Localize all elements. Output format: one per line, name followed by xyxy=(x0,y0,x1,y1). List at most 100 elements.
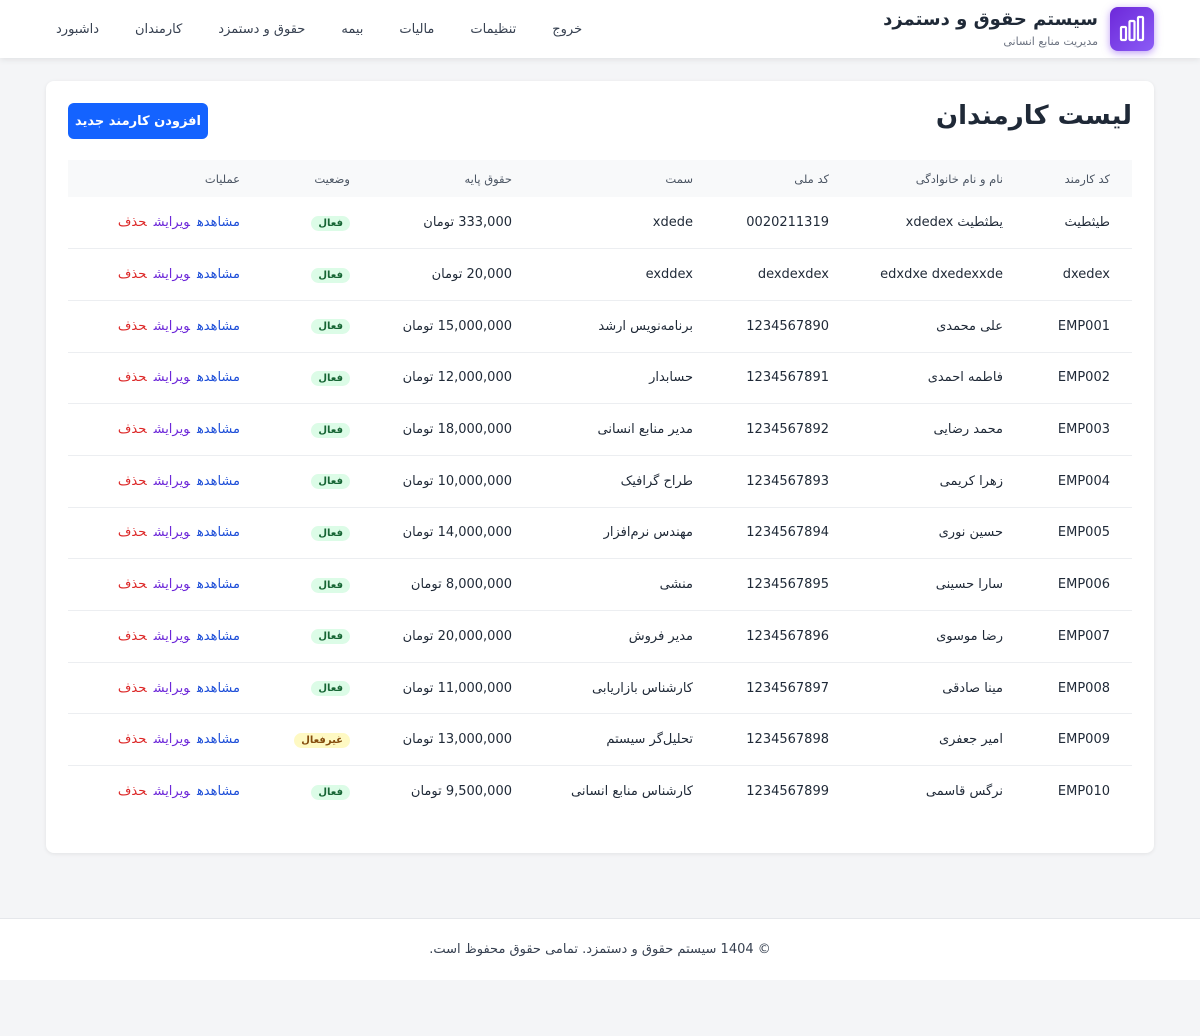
table-row: EMP003 محمد رضایی 1234567892 مدیر منابع انس… xyxy=(68,403,1132,456)
cell: exddex xyxy=(534,248,715,301)
nav-link[interactable]: خروج xyxy=(552,21,583,37)
action-link[interactable]: مشاهده xyxy=(196,577,240,593)
nav-link[interactable]: بیمه xyxy=(341,21,364,37)
action-link[interactable]: ویرایش xyxy=(153,267,190,283)
cell: EMP001 xyxy=(1025,300,1132,353)
actions-cell: مشاهده ویرایش حذف xyxy=(68,713,262,767)
action-link[interactable]: حذف xyxy=(117,628,147,644)
status-badge: فعال xyxy=(311,267,350,283)
action-link[interactable]: مشاهده xyxy=(196,525,240,541)
action-link[interactable]: مشاهده xyxy=(196,784,240,800)
table-row: dxedex edxdxe dxedexxde dexdexdex exddex 20,… xyxy=(68,248,1132,301)
action-link[interactable]: مشاهده xyxy=(196,732,240,748)
action-link[interactable]: حذف xyxy=(117,267,147,283)
cell: 13,000,000 تومان xyxy=(372,713,534,767)
action-link[interactable]: حذف xyxy=(117,577,147,593)
action-link[interactable]: حذف xyxy=(117,370,147,386)
cell: 1234567894 xyxy=(715,507,851,560)
status-cell: فعال xyxy=(262,403,372,456)
cell: 20,000,000 تومان xyxy=(372,610,534,663)
action-link[interactable]: مشاهده xyxy=(196,267,240,283)
status-badge: فعال xyxy=(311,319,350,335)
action-link[interactable]: حذف xyxy=(117,784,147,800)
cell: 20,000 تومان xyxy=(372,248,534,301)
action-link[interactable]: ویرایش xyxy=(153,473,190,489)
cell: xdede xyxy=(534,197,715,250)
app-title: سیستم حقوق و دستمزد xyxy=(883,9,1098,30)
action-link[interactable]: مشاهده xyxy=(196,473,240,489)
cell: طراح گرافیک xyxy=(534,455,715,508)
action-link[interactable]: حذف xyxy=(117,215,147,231)
action-link[interactable]: حذف xyxy=(117,318,147,334)
column-header: کد کارمند xyxy=(1025,160,1132,197)
cell: dxedex xyxy=(1025,248,1132,301)
action-link[interactable]: ویرایش xyxy=(153,370,190,386)
cell: 1234567896 xyxy=(715,610,851,663)
actions-cell: مشاهده ویرایش حذف xyxy=(68,455,262,508)
logo-icon xyxy=(1119,15,1145,42)
action-link[interactable]: حذف xyxy=(117,525,147,541)
nav-link[interactable]: مالیات xyxy=(399,21,435,37)
table-row: EMP004 زهرا کریمی 1234567893 طراح گرافیک 10,… xyxy=(68,455,1132,508)
actions-cell: مشاهده ویرایش حذف xyxy=(68,766,262,818)
nav-link[interactable]: تنظیمات xyxy=(470,21,517,37)
status-badge: فعال xyxy=(311,370,350,386)
table-row: EMP007 رضا موسوی 1234567896 مدیر فروش 20,000… xyxy=(68,610,1132,663)
cell: 1234567899 xyxy=(746,784,829,800)
nav-link[interactable]: کارمندان xyxy=(135,21,183,37)
action-link[interactable]: مشاهده xyxy=(196,680,240,696)
cell: 14,000,000 تومان xyxy=(372,507,534,560)
cell: 10,000,000 تومان xyxy=(372,455,534,508)
cell: EMP005 xyxy=(1025,507,1132,560)
cell: مدیر منابع انسانی xyxy=(534,403,715,456)
cell: 333,000 تومان xyxy=(372,197,534,250)
cell: امیر جعفری xyxy=(851,713,1025,767)
action-link[interactable]: مشاهده xyxy=(196,318,240,334)
status-cell: فعال xyxy=(262,197,372,250)
cell: 1234567890 xyxy=(715,300,851,353)
status-cell: فعال xyxy=(262,507,372,560)
add-button[interactable]: افزودن کارمند جدید xyxy=(68,103,208,139)
status-cell: فعال xyxy=(262,455,372,508)
action-link[interactable]: ویرایش xyxy=(153,318,190,334)
action-link[interactable]: مشاهده xyxy=(196,215,240,231)
action-link[interactable]: مشاهده xyxy=(196,370,240,386)
action-link[interactable]: ویرایش xyxy=(153,732,190,748)
action-link[interactable]: حذف xyxy=(117,732,147,748)
column-header: عملیات xyxy=(68,160,262,197)
cell: EMP009 xyxy=(1025,713,1132,767)
action-link[interactable]: ویرایش xyxy=(153,525,190,541)
action-link[interactable]: حذف xyxy=(117,680,147,696)
nav-link[interactable]: داشبورد xyxy=(56,21,99,37)
cell: 15,000,000 تومان xyxy=(372,300,534,353)
action-link[interactable]: ویرایش xyxy=(153,215,190,231)
action-link[interactable]: حذف xyxy=(117,422,147,438)
action-link[interactable]: حذف xyxy=(117,473,147,489)
status-badge: فعال xyxy=(311,525,350,541)
cell: مینا صادقی xyxy=(851,662,1025,715)
card: لیست کارمندان افزودن کارمند جدید کد کارم… xyxy=(46,81,1154,853)
column-header: سمت xyxy=(534,160,715,197)
status-cell: فعال xyxy=(262,558,372,611)
action-link[interactable]: ویرایش xyxy=(153,422,190,438)
action-link[interactable]: مشاهده xyxy=(196,628,240,644)
status-badge: فعال xyxy=(311,784,350,800)
cell: EMP004 xyxy=(1025,455,1132,508)
status-cell: فعال xyxy=(262,248,372,301)
action-link[interactable]: ویرایش xyxy=(153,628,190,644)
cell: رضا موسوی xyxy=(851,610,1025,663)
action-link[interactable]: ویرایش xyxy=(153,784,190,800)
cell: dexdexdex xyxy=(715,248,851,301)
logo[interactable] xyxy=(1110,7,1154,51)
nav-link[interactable]: حقوق و دستمزد xyxy=(218,21,306,37)
footer: © 1404 سیستم حقوق و دستمزد. تمامی حقوق م… xyxy=(0,918,1200,980)
action-link[interactable]: مشاهده xyxy=(196,422,240,438)
action-link[interactable]: ویرایش xyxy=(153,577,190,593)
header-row: کد کارمند نام و نام خانوادگی کد ملی سمت حقوق… xyxy=(68,160,1132,197)
cell: EMP003 xyxy=(1025,403,1132,456)
status-badge: فعال xyxy=(311,215,350,231)
status-cell: فعال xyxy=(262,610,372,663)
action-link[interactable]: ویرایش xyxy=(153,680,190,696)
cell: منشی xyxy=(534,558,715,611)
